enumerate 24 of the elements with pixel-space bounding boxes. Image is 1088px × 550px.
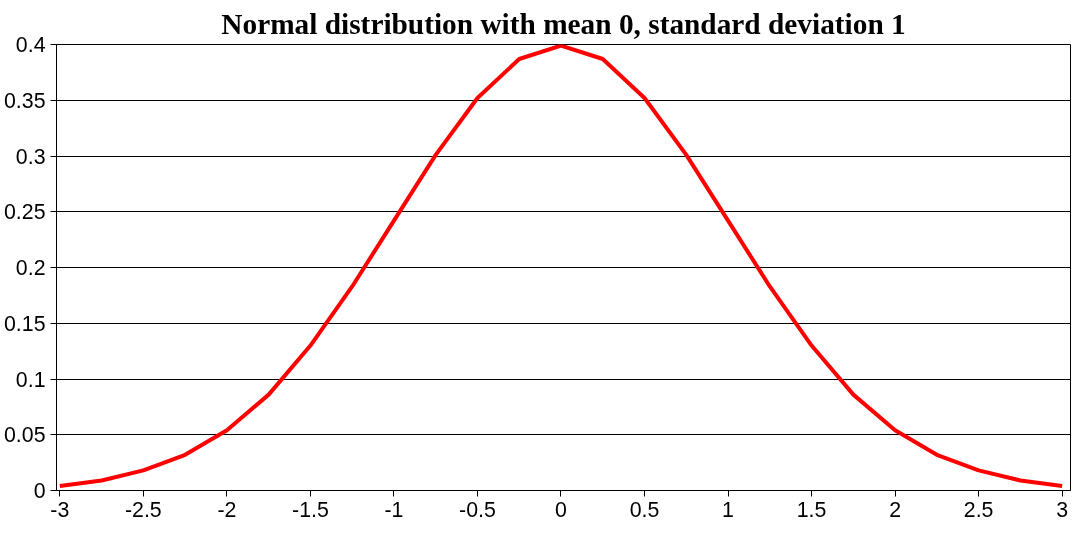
chart-title: Normal distribution with mean 0, standard deviation 1 [221, 7, 906, 40]
x-tick-label: 2 [889, 497, 902, 522]
x-tick-label: -2.5 [124, 497, 162, 522]
y-tick-label: 0.3 [15, 144, 46, 169]
x-tick-label: 0 [555, 497, 568, 522]
y-tick-label: 0.1 [15, 367, 46, 392]
x-tick-label: 2.5 [963, 497, 994, 522]
x-tick-label: 1 [722, 497, 734, 522]
line-series [57, 44, 1065, 489]
x-tick-label: -1 [384, 497, 404, 522]
y-tick-label: 0.25 [3, 200, 46, 225]
x-tick-label: -0.5 [459, 497, 496, 522]
x-tick-label: 3 [1056, 497, 1069, 522]
x-tick-label: 1.5 [796, 497, 827, 522]
x-tick-label: -1.5 [292, 497, 329, 522]
y-tick-label: 0.15 [3, 311, 46, 336]
y-tick-label: 0 [33, 479, 46, 503]
y-tick-label: 0.05 [3, 423, 46, 448]
x-tick-label: 0.5 [629, 497, 660, 522]
y-tick-label: 0.35 [3, 88, 46, 113]
y-tick-label: 0.2 [15, 256, 46, 280]
x-tick-label: -3 [50, 497, 70, 522]
y-tick-label: 0.4 [15, 33, 46, 57]
x-tick-label: -2 [217, 497, 237, 522]
